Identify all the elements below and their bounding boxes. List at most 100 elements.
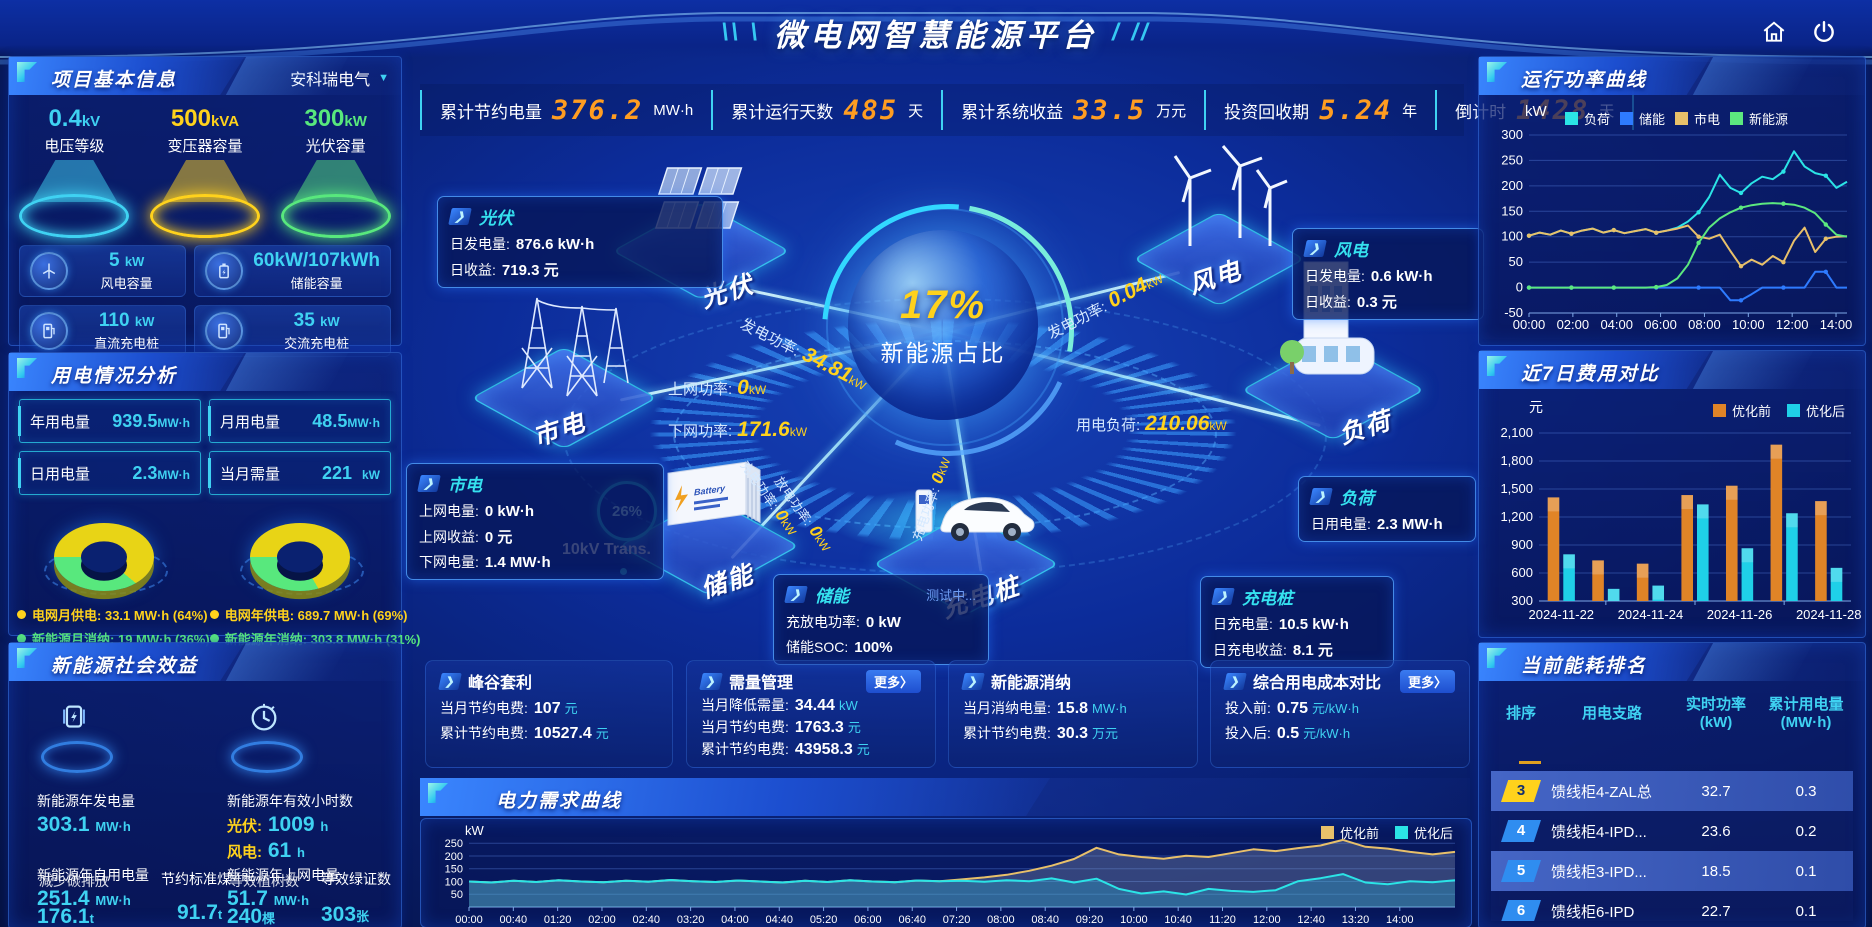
stat-month-demand: 当月需量 221 kW	[208, 451, 391, 495]
chevron-right-icon: ❯	[1309, 488, 1333, 505]
stat-day-usage: 日用电量 2.3MW·h	[18, 451, 201, 495]
company-name: 安科瑞电气	[290, 72, 371, 89]
power-chart: -50 0 50 100 150 200 250 300 00:00 02:00 04:00 06:0…	[1501, 127, 1852, 332]
svg-text:1,200: 1,200	[1500, 509, 1533, 524]
svg-text:02:40: 02:40	[633, 914, 661, 925]
spoke-load-power: 用电负荷: 210.06kW	[1076, 412, 1227, 435]
panel-header: 用电情况分析	[9, 353, 401, 391]
svg-text:2024-11-28: 2024-11-28	[1796, 607, 1861, 622]
panel-header: 新能源社会效益	[9, 643, 401, 681]
panel-header: 项目基本信息 安科瑞电气 ▼	[9, 57, 401, 95]
cost-chart: 300 600 900 1,200 1,500 1,800 2,100 2024-11-22 2…	[1500, 427, 1861, 622]
svg-text:13:20: 13:20	[1342, 914, 1370, 925]
pedestal-row: 0.4kV 电压等级 500kVA 变压器容量 300kW 光伏容量	[9, 105, 401, 238]
svg-text:1,800: 1,800	[1500, 453, 1533, 468]
cost-legend: 优化前 优化后	[1712, 401, 1845, 420]
panel-title: 当前能耗排名	[1521, 656, 1648, 677]
benefit-value: 91.7t	[177, 901, 223, 924]
svg-text:50: 50	[1509, 254, 1523, 269]
capacity-cards: 5 kW 风电容量 60kW/107kWh 储能容量 110 kW 直流充电桩	[19, 245, 391, 357]
svg-text:250: 250	[445, 838, 463, 850]
panel-power-curve: 运行功率曲线 kW 负荷 储能 市电 新能源 -50 0 50 100 150 200 25…	[1478, 56, 1866, 346]
chevron-right-icon: ❯	[699, 672, 723, 690]
page-title-wrap: \\ \ 微电网智慧能源平台 / //	[721, 10, 1150, 55]
svg-text:12:00: 12:00	[1776, 317, 1809, 332]
energy-icon	[37, 695, 113, 779]
power-icon[interactable]	[1808, 16, 1840, 48]
benefit-wind-hours: 风电: 61 h	[227, 839, 305, 862]
more-button[interactable]: 更多〉	[1399, 669, 1455, 693]
svg-text:2024-11-22: 2024-11-22	[1529, 607, 1595, 622]
chevron-right-icon: ❯	[1211, 588, 1235, 605]
svg-text:07:20: 07:20	[943, 914, 971, 925]
chevron-right-icon: ❯	[784, 586, 808, 603]
svg-text:Battery: Battery	[694, 483, 726, 497]
kpi-unit: MW·h	[653, 101, 694, 119]
charger-icon	[30, 312, 68, 350]
panel-benefits: 新能源社会效益 新能源年发电量 303.1 MW·h 新能源年有效小时数 光伏:…	[8, 642, 402, 927]
page-title: 微电网智慧能源平台	[774, 18, 1098, 53]
rank-badge: 4	[1501, 820, 1541, 842]
svg-text:04:40: 04:40	[765, 914, 793, 925]
benefit-value: 51.7 MW·h	[227, 887, 310, 910]
svg-text:06:00: 06:00	[1644, 317, 1677, 332]
kpi-value: 485	[843, 94, 899, 126]
chevron-right-icon: ❯	[961, 672, 985, 690]
panel-title: 电力需求曲线	[496, 791, 623, 812]
svg-text:250: 250	[1501, 152, 1523, 167]
svg-text:14:00: 14:00	[1386, 914, 1414, 925]
clock-icon	[227, 695, 303, 779]
panel-header: 运行功率曲线	[1479, 57, 1865, 95]
svg-text:08:00: 08:00	[1688, 317, 1721, 332]
svg-text:150: 150	[445, 864, 463, 876]
infobox-charger: ❯ 充电桩 日充电量: 10.5 kW·h 日充电收益: 8.1 元	[1200, 576, 1394, 668]
benefit-label: 新能源年上网电量	[227, 867, 339, 883]
pedestal-transformer: 500kVA 变压器容量	[145, 105, 265, 238]
svg-text:100: 100	[445, 876, 463, 888]
svg-text:100: 100	[1501, 229, 1523, 244]
svg-text:08:00: 08:00	[987, 914, 1015, 925]
svg-text:02:00: 02:00	[1557, 317, 1590, 332]
home-icon[interactable]	[1758, 16, 1790, 48]
table-row: 6 馈线柜6-IPD 22.7 0.1	[1491, 891, 1853, 921]
card-wind-capacity: 5 kW 风电容量	[19, 245, 187, 297]
svg-text:00:00: 00:00	[1513, 317, 1546, 332]
usage-stats: 年用电量 939.5MW·h 月用电量 48.5MW·h 日用电量 2.3MW·h 当…	[18, 399, 391, 495]
benefit-value: 303.1 MW·h	[37, 813, 131, 836]
kpi-unit: 年	[1402, 102, 1418, 120]
benefit-pv-hours: 光伏: 1009 h	[227, 813, 329, 836]
ranking-list[interactable]: 3 馈线柜4-ZAL总 32.7 0.3 4 馈线柜4-IPD... 23.6 …	[1491, 771, 1853, 921]
svg-text:02:00: 02:00	[588, 914, 616, 925]
kpi-run-days: 累计运行天数 485 天	[711, 90, 941, 130]
panel-title: 新能源社会效益	[51, 656, 199, 677]
svg-text:200: 200	[1501, 178, 1523, 193]
kpi-payback: 投资回收期 5.24 年	[1204, 90, 1435, 130]
benefit-value: 303张	[321, 903, 370, 926]
new-energy-label: 新能源占比	[880, 339, 1006, 366]
rank-badge: 5	[1501, 860, 1541, 882]
ev-car-icon	[915, 489, 1035, 541]
svg-text:50: 50	[451, 889, 463, 901]
rank-badge: 6	[1501, 900, 1541, 921]
svg-text:900: 900	[1511, 537, 1533, 552]
status-badge: 测试中...	[926, 588, 976, 603]
kpi-label: 累计运行天数	[731, 102, 834, 122]
panel-usage-analysis: 用电情况分析 年用电量 939.5MW·h 月用电量 48.5MW·h 日用电量 2.…	[8, 352, 420, 647]
panel-energy-ranking: 当前能耗排名 排序 用电支路 实时功率 (kW) 累计用电量 (MW·h) 3 馈线…	[1478, 642, 1866, 927]
demand-legend: 优化前 优化后	[1320, 823, 1453, 842]
benefit-label: 等效植树数	[229, 873, 299, 889]
svg-text:03:20: 03:20	[677, 914, 705, 925]
company-select[interactable]: 安科瑞电气 ▼	[290, 66, 389, 90]
card-cost-compare: ❯ 综合用电成本对比 更多〉 投入前: 0.75 元/kW·h 投入后: 0.5 元/kW·…	[1210, 660, 1470, 768]
kpi-value: 5.24	[1319, 94, 1393, 126]
svg-text:2,100: 2,100	[1500, 427, 1533, 440]
card-consumption: ❯ 新能源消纳 当月消纳电量: 15.8 MW·h 累计节约电费: 30.3 万元	[948, 660, 1198, 768]
title-deco-left: \\ \	[721, 18, 760, 46]
kpi-unit: 天	[908, 102, 924, 120]
benefit-value: 251.4 MW·h	[37, 887, 131, 910]
svg-text:-50: -50	[1504, 305, 1523, 320]
spoke-up-power: 上网功率: 0kW	[668, 376, 767, 399]
svg-text:00:00: 00:00	[455, 914, 483, 925]
more-button[interactable]: 更多〉	[865, 669, 921, 693]
